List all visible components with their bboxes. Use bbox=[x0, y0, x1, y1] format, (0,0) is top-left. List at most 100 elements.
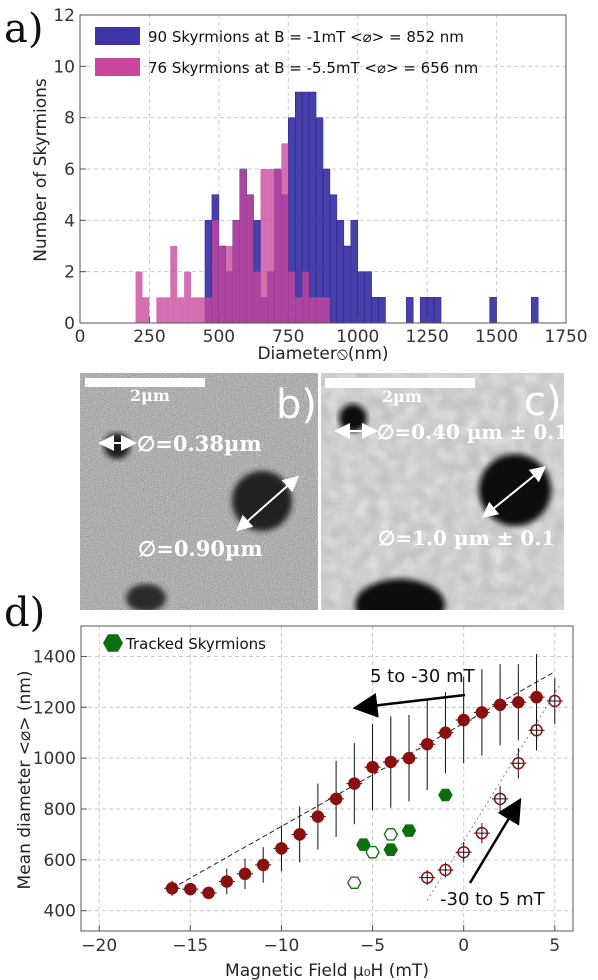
y-tick-label: 2 bbox=[64, 263, 75, 283]
x-tick-label: 1000 bbox=[336, 327, 379, 347]
histogram-bar bbox=[531, 297, 539, 324]
data-point bbox=[475, 706, 489, 719]
tracked-point bbox=[365, 845, 380, 859]
data-point bbox=[202, 886, 215, 900]
histogram-bar bbox=[316, 297, 323, 323]
histogram-y-label: Number of Skyrmions bbox=[31, 78, 51, 262]
legend-label-2: 76 Skyrmions at B = -5.5mT <⌀> = 656 nm bbox=[148, 59, 478, 77]
diameter-small-b: ∅=0.38µm bbox=[137, 431, 262, 456]
data-point bbox=[530, 723, 543, 737]
legend-swatch-2 bbox=[95, 58, 140, 76]
histogram-bar bbox=[302, 271, 310, 323]
data-point bbox=[420, 871, 434, 884]
histogram-bar bbox=[294, 91, 303, 324]
panel-label-c: c) bbox=[524, 379, 562, 425]
data-point bbox=[256, 858, 270, 872]
histogram-bar bbox=[246, 194, 254, 323]
arrow-up-sweep bbox=[468, 797, 522, 884]
data-point bbox=[384, 755, 398, 769]
histogram-bar bbox=[315, 117, 324, 324]
histogram-bar bbox=[295, 297, 303, 323]
data-point bbox=[184, 882, 197, 896]
histogram-bar bbox=[406, 297, 414, 324]
data-point bbox=[329, 792, 343, 806]
data-point bbox=[220, 875, 234, 888]
y-tick-label: 1000 bbox=[33, 749, 76, 769]
data-point bbox=[348, 777, 361, 790]
histogram-bar bbox=[281, 143, 289, 323]
data-point bbox=[457, 845, 470, 859]
microscopy-images: 2µm b) ∅=0.38µm ∅=0.90µm 2µm c) ∅=0.40 µ… bbox=[80, 373, 564, 610]
legend-swatch-1 bbox=[95, 27, 140, 45]
data-point bbox=[165, 882, 179, 895]
y-tick-label: 12 bbox=[53, 6, 75, 26]
annotation-down-sweep: 5 to -30 mT bbox=[370, 666, 476, 687]
data-point bbox=[457, 713, 470, 727]
histogram-bar bbox=[274, 169, 282, 323]
histogram-bar bbox=[260, 169, 268, 323]
x-tick-label: 500 bbox=[203, 327, 235, 347]
data-point bbox=[311, 810, 325, 823]
panel-label-d: d) bbox=[4, 590, 46, 636]
panel-label-a: a) bbox=[4, 6, 44, 52]
y-tick-label: 0 bbox=[64, 314, 75, 334]
scatter-x-label: Magnetic Field μ₀H (mT) bbox=[225, 961, 429, 980]
y-tick-label: 800 bbox=[44, 800, 76, 820]
diameter-small-c: ∅=0.40 µm ± 0.1 bbox=[377, 420, 564, 444]
histogram-bar bbox=[267, 169, 275, 323]
histogram-bar bbox=[177, 297, 185, 323]
data-point bbox=[439, 863, 452, 877]
y-tick-label: 600 bbox=[44, 851, 76, 871]
microscopy-panel-b: 2µm b) ∅=0.38µm ∅=0.90µm bbox=[80, 373, 318, 610]
histogram-bar bbox=[419, 297, 428, 324]
arrow-down-sweep bbox=[352, 692, 466, 718]
fit-line-down bbox=[171, 671, 556, 889]
y-tick-label: 6 bbox=[64, 160, 75, 180]
histogram-legend: 90 Skyrmions at B = -1mT <⌀> = 852 nm 76… bbox=[95, 27, 478, 77]
histogram-bar bbox=[343, 245, 352, 324]
histogram-bar bbox=[329, 194, 338, 324]
histogram-bar bbox=[323, 297, 330, 323]
x-tick-label: 5 bbox=[549, 936, 560, 956]
histogram-bar bbox=[433, 297, 442, 324]
legend-hexagon-icon bbox=[103, 634, 123, 652]
y-tick-label: 1400 bbox=[33, 648, 76, 668]
scale-bar-b bbox=[85, 378, 205, 387]
x-tick-label: −10 bbox=[263, 936, 299, 956]
legend-label-1: 90 Skyrmions at B = -1mT <⌀> = 852 nm bbox=[148, 28, 464, 46]
tracked-point bbox=[401, 824, 417, 837]
data-point bbox=[238, 867, 252, 881]
y-tick-label: 1200 bbox=[33, 698, 76, 718]
histogram-bar bbox=[184, 271, 192, 323]
scale-label-c: 2µm bbox=[382, 387, 422, 406]
x-tick-label: 1750 bbox=[544, 327, 587, 347]
histogram-bar bbox=[232, 220, 240, 323]
data-point bbox=[293, 828, 306, 841]
data-point bbox=[530, 690, 543, 704]
panel-label-b: b) bbox=[276, 382, 317, 428]
data-point bbox=[366, 760, 379, 774]
histogram-bar bbox=[218, 246, 226, 323]
histogram-bar bbox=[288, 271, 296, 323]
data-point bbox=[493, 698, 507, 712]
data-point bbox=[475, 826, 489, 840]
x-tick-label: 250 bbox=[133, 327, 165, 347]
histogram-bar bbox=[198, 297, 205, 323]
microscopy-panel-c: 2µm c) ∅=0.40 µm ± 0.1 ∅=1.0 µm ± 0.1 bbox=[321, 373, 564, 610]
tracked-point bbox=[347, 876, 362, 889]
scatter-frame bbox=[80, 625, 574, 932]
data-point bbox=[439, 726, 452, 739]
x-tick-label: 1250 bbox=[406, 327, 449, 347]
diameter-large-b: ∅=0.90µm bbox=[138, 536, 263, 561]
histogram-bar bbox=[170, 246, 178, 323]
histogram-bar bbox=[308, 91, 317, 324]
histogram-bar bbox=[371, 297, 379, 324]
histogram-bar bbox=[357, 271, 365, 324]
y-tick-label: 400 bbox=[44, 902, 76, 922]
histogram-bar bbox=[225, 246, 233, 323]
histogram-bar bbox=[191, 297, 199, 323]
y-tick-label: 4 bbox=[64, 211, 75, 231]
histogram-bar bbox=[142, 297, 150, 323]
tracked-point bbox=[383, 843, 399, 856]
data-point bbox=[512, 757, 525, 770]
